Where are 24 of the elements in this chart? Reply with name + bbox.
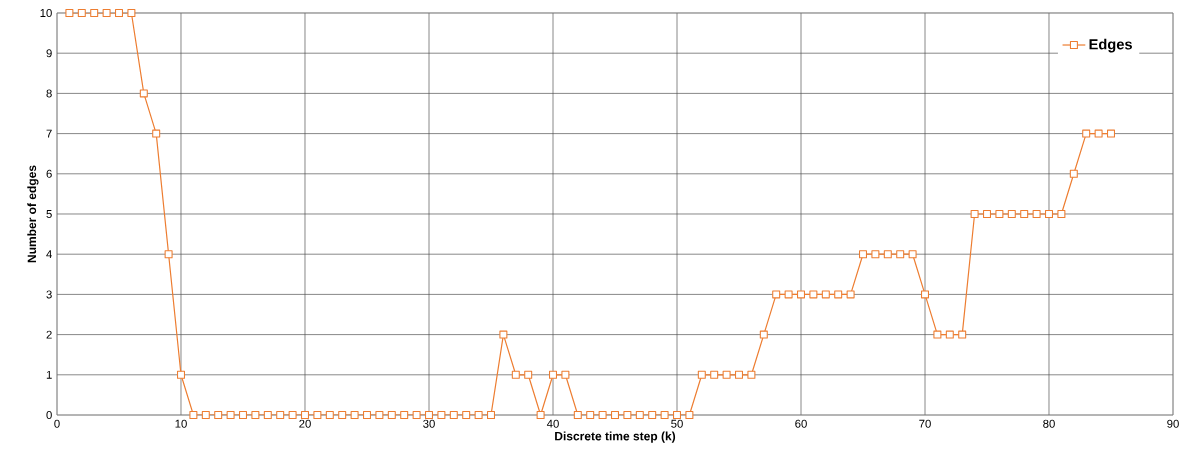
y-tick-label: 3 [46,290,52,299]
x-tick-label: 20 [299,419,311,428]
y-axis-title: Number of edges [27,165,39,263]
x-tick-label: 50 [671,419,683,428]
y-tick-label: 1 [46,370,52,379]
y-tick-label: 6 [46,169,52,178]
y-tick-label: 7 [46,129,52,138]
y-tick-label: 10 [40,8,52,17]
x-tick-label: 10 [175,419,187,428]
y-tick-label: 4 [46,250,52,259]
x-tick-label: 70 [919,419,931,428]
y-tick-label: 8 [46,89,52,98]
legend-label: Edges [1089,38,1132,53]
x-tick-label: 80 [1043,419,1055,428]
x-tick-label: 90 [1167,419,1179,428]
y-tick-label: 2 [46,330,52,339]
x-tick-label: 30 [423,419,435,428]
x-tick-label: 40 [546,419,559,428]
y-tick-label: 5 [46,210,52,218]
y-tick-label: 0 [46,411,52,420]
x-axis-title: Discrete time step (k) [555,431,676,443]
y-tick-label: 9 [46,49,52,58]
x-tick-label: 60 [795,419,807,428]
x-tick-label: 0 [54,419,60,428]
